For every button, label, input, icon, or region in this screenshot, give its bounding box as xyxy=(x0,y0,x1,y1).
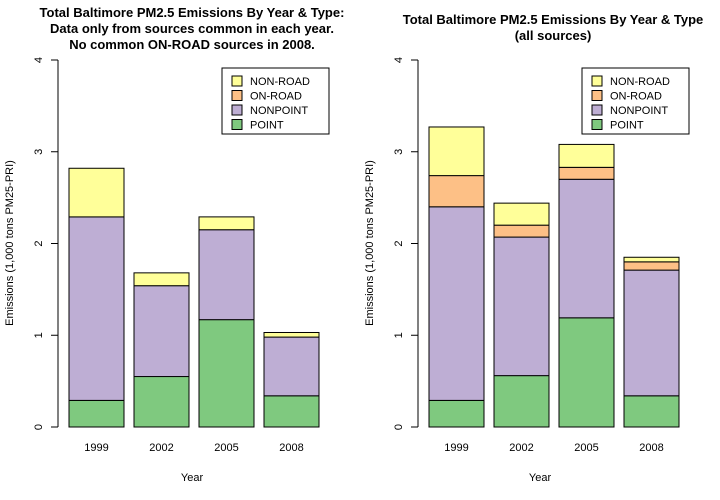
bar-segment-point xyxy=(263,395,320,428)
x-axis: 1999 2002 2005 2008 xyxy=(444,442,663,454)
x-tick-label: 1999 xyxy=(444,442,468,454)
bar-segment-nonpoint xyxy=(263,336,320,397)
y-tick-label: 4 xyxy=(393,57,405,63)
y-tick-label: 0 xyxy=(393,424,405,430)
bar-segment-on-road xyxy=(493,224,550,238)
legend: NON-ROAD ON-ROAD NONPOINT POINT xyxy=(581,67,690,135)
chart-title-line-1: Total Baltimore PM2.5 Emissions By Year … xyxy=(40,5,345,20)
bars xyxy=(68,167,320,428)
bar-stack-1999 xyxy=(68,167,125,428)
bar-segment-nonpoint xyxy=(198,229,255,321)
bar-segment-point xyxy=(493,375,550,428)
legend-swatch-on-road xyxy=(231,90,243,101)
bar-segment-point xyxy=(68,399,125,428)
legend-entry-point: POINT xyxy=(250,120,284,132)
bar-stack-2005 xyxy=(198,216,255,428)
legend-entry-nonpoint: NONPOINT xyxy=(250,105,308,117)
x-axis-label: Year xyxy=(181,472,204,484)
y-axis: 0 1 2 3 4 xyxy=(393,57,419,430)
chart-title-line-2: Data only from sources common in each ye… xyxy=(50,21,334,36)
chart-title-line-3: No common ON-ROAD sources in 2008. xyxy=(69,37,315,52)
bar-segment-point xyxy=(558,317,615,428)
bar-segment-nonpoint xyxy=(68,216,125,401)
bar-segment-on-road xyxy=(558,166,615,180)
chart-panel-right: Total Baltimore PM2.5 Emissions By Year … xyxy=(364,12,703,484)
x-tick-label: 2002 xyxy=(149,442,173,454)
y-tick-label: 3 xyxy=(33,149,45,155)
bar-stack-2002 xyxy=(493,202,550,428)
bar-segment-non-road xyxy=(68,167,125,218)
y-tick-label: 1 xyxy=(393,332,405,338)
bar-segment-non-road xyxy=(263,331,320,338)
bar-segment-nonpoint xyxy=(558,178,615,319)
y-tick-label: 2 xyxy=(33,240,45,246)
bar-segment-on-road xyxy=(428,175,485,208)
chart-title-line-2: (all sources) xyxy=(515,28,592,43)
bar-segment-nonpoint xyxy=(133,285,190,378)
legend-swatch-nonpoint xyxy=(591,104,603,116)
bar-stack-2008 xyxy=(623,256,680,428)
x-tick-label: 2005 xyxy=(574,442,598,454)
x-axis-label: Year xyxy=(529,472,552,484)
chart-title-line-1: Total Baltimore PM2.5 Emissions By Year … xyxy=(403,12,704,27)
legend-entry-point: POINT xyxy=(610,120,644,132)
x-tick-label: 2008 xyxy=(639,442,663,454)
y-tick-label: 1 xyxy=(33,332,45,338)
legend-entry-non-road: NON-ROAD xyxy=(610,76,670,88)
bar-segment-non-road xyxy=(428,126,485,177)
y-axis: 0 1 2 3 4 xyxy=(33,57,59,430)
y-tick-label: 3 xyxy=(393,149,405,155)
legend-swatch-non-road xyxy=(591,75,603,87)
bar-segment-non-road xyxy=(558,143,615,168)
x-tick-label: 2005 xyxy=(214,442,238,454)
bars xyxy=(428,126,680,428)
x-tick-label: 2002 xyxy=(509,442,533,454)
bar-segment-non-road xyxy=(198,216,255,231)
bar-segment-point xyxy=(198,319,255,428)
y-tick-label: 4 xyxy=(33,57,45,63)
legend-entry-on-road: ON-ROAD xyxy=(610,91,662,103)
x-tick-label: 1999 xyxy=(84,442,108,454)
y-tick-label: 2 xyxy=(393,240,405,246)
bar-stack-2008 xyxy=(263,331,320,428)
x-axis: 1999 2002 2005 2008 xyxy=(84,442,303,454)
bar-segment-nonpoint xyxy=(623,269,680,397)
legend-swatch-non-road xyxy=(231,75,243,87)
bar-segment-non-road xyxy=(133,272,190,287)
chart-panel-left: Total Baltimore PM2.5 Emissions By Year … xyxy=(4,5,344,484)
legend-swatch-on-road xyxy=(591,90,603,101)
y-axis-label: Emissions (1,000 tons PM25-PRI) xyxy=(364,160,376,326)
x-tick-label: 2008 xyxy=(279,442,303,454)
y-axis-label: Emissions (1,000 tons PM25-PRI) xyxy=(4,160,16,326)
bar-segment-point xyxy=(623,395,680,428)
legend-entry-non-road: NON-ROAD xyxy=(250,76,310,88)
legend-swatch-point xyxy=(591,119,603,130)
bar-segment-point xyxy=(133,376,190,428)
bar-segment-on-road xyxy=(623,261,680,271)
bar-segment-point xyxy=(428,399,485,428)
bar-segment-non-road xyxy=(623,256,680,263)
bar-stack-1999 xyxy=(428,126,485,428)
legend-swatch-point xyxy=(231,119,243,130)
bar-segment-non-road xyxy=(493,202,550,226)
bar-segment-nonpoint xyxy=(428,206,485,401)
bar-stack-2005 xyxy=(558,143,615,428)
bar-segment-nonpoint xyxy=(493,236,550,377)
legend-entry-on-road: ON-ROAD xyxy=(250,91,302,103)
y-tick-label: 0 xyxy=(33,424,45,430)
legend: NON-ROAD ON-ROAD NONPOINT POINT xyxy=(221,67,330,135)
legend-swatch-nonpoint xyxy=(231,104,243,116)
bar-stack-2002 xyxy=(133,272,190,428)
legend-entry-nonpoint: NONPOINT xyxy=(610,105,668,117)
